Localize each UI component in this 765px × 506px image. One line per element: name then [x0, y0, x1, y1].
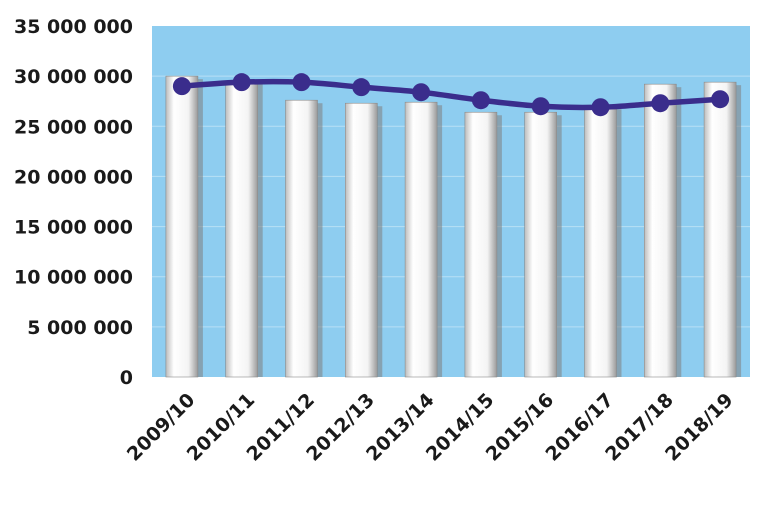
- y-tick-label: 20 000 000: [14, 166, 133, 188]
- y-tick-label: 10 000 000: [14, 267, 133, 289]
- bar: [404, 101, 438, 378]
- series-line: [181, 78, 721, 111]
- line-point: [412, 83, 431, 102]
- line-point: [531, 97, 550, 116]
- y-tick-label: 5 000 000: [27, 317, 133, 339]
- bar: [524, 111, 558, 378]
- bar: [584, 105, 617, 378]
- y-axis: 0 5 000 000 10 000 000 15 000 000 20 000 000…: [14, 16, 133, 389]
- bars: [165, 75, 742, 378]
- bar: [643, 83, 677, 378]
- line-series: [172, 73, 730, 117]
- x-axis: 2009/102010/112011/122012/132013/142014/…: [123, 389, 738, 466]
- y-tick-label: 25 000 000: [14, 116, 133, 138]
- bar: [225, 80, 258, 378]
- line-point: [172, 77, 191, 96]
- bar: [464, 111, 498, 378]
- bar: [165, 75, 199, 378]
- y-tick-label: 0: [120, 367, 133, 389]
- bar: [285, 99, 318, 378]
- bar: [703, 81, 737, 378]
- line-point: [591, 98, 610, 117]
- line-point: [471, 91, 490, 110]
- line-point: [292, 73, 311, 92]
- y-tick-label: 35 000 000: [14, 16, 133, 38]
- line-point: [711, 90, 730, 109]
- line-point: [352, 78, 371, 97]
- line-point: [232, 73, 251, 92]
- y-tick-label: 15 000 000: [14, 217, 133, 239]
- bar: [344, 102, 378, 378]
- y-tick-label: 30 000 000: [14, 66, 133, 88]
- line-point: [651, 94, 670, 113]
